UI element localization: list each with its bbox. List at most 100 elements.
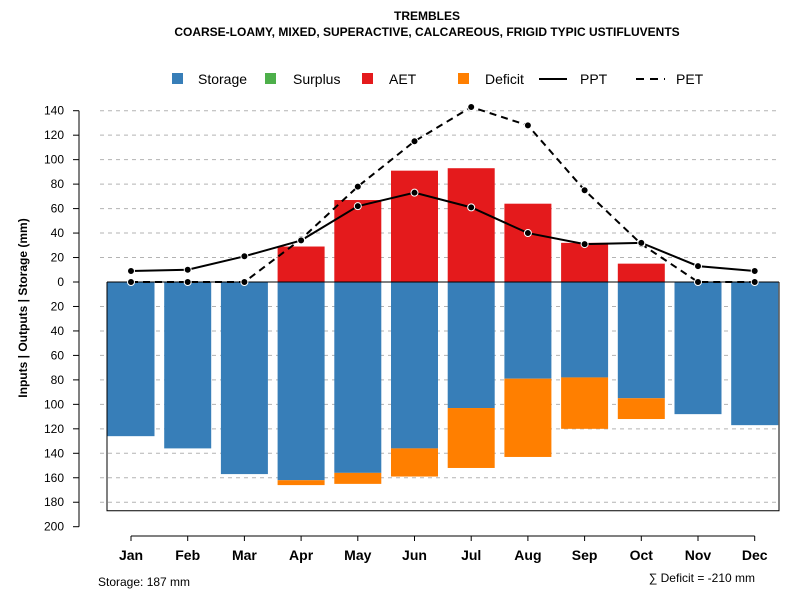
bar-aet-aug	[504, 203, 552, 282]
bar-deficit-sep	[561, 377, 609, 429]
bar-aet-apr	[277, 246, 325, 282]
x-tick-label-aug: Aug	[514, 547, 541, 563]
legend-label-deficit: Deficit	[485, 71, 524, 87]
legend-swatch-surplus	[265, 73, 276, 84]
bar-aet-jul	[447, 168, 495, 282]
chart-subtitle: COARSE-LOAMY, MIXED, SUPERACTIVE, CALCAR…	[174, 25, 679, 39]
point-pet-jan	[127, 278, 135, 286]
legend-swatch-aet	[362, 73, 373, 84]
bar-storage-mar	[220, 282, 268, 475]
bar-storage-may	[334, 282, 382, 473]
y-tick-label: 0	[57, 275, 64, 289]
point-pet-aug	[523, 121, 532, 130]
legend-label-pet: PET	[676, 71, 704, 87]
y-tick-label: 60	[51, 202, 65, 216]
legend-label-surplus: Surplus	[293, 71, 340, 87]
x-tick-label-apr: Apr	[289, 547, 314, 563]
point-ppt-aug	[523, 229, 532, 238]
x-tick-label-feb: Feb	[175, 547, 200, 563]
point-pet-mar	[240, 278, 249, 286]
y-axis: 1401201008060402002040608010012014016018…	[44, 104, 80, 534]
point-pet-dec	[750, 278, 759, 286]
grid-lines	[100, 110, 779, 503]
y-tick-label: 100	[44, 153, 64, 167]
bar-storage-apr	[277, 282, 325, 481]
bar-storage-jul	[447, 282, 495, 409]
x-tick-label-jan: Jan	[119, 547, 143, 563]
bar-deficit-oct	[617, 398, 665, 420]
legend-label-ppt: PPT	[580, 71, 608, 87]
point-pet-may	[353, 182, 362, 191]
point-ppt-sep	[580, 240, 589, 249]
x-tick-label-sep: Sep	[572, 547, 598, 563]
bar-storage-jun	[391, 282, 438, 449]
point-pet-sep	[580, 186, 589, 195]
x-tick-label-jun: Jun	[402, 547, 427, 563]
point-ppt-oct	[637, 238, 646, 247]
bars	[107, 168, 779, 486]
y-tick-label: 200	[44, 520, 64, 534]
x-tick-label-may: May	[344, 547, 371, 563]
point-pet-jul	[467, 103, 476, 112]
storage-frame	[106, 282, 780, 512]
point-pet-jun	[410, 137, 419, 146]
bar-deficit-may	[334, 472, 382, 484]
y-tick-label: 140	[44, 446, 64, 460]
legend-swatch-deficit	[458, 73, 469, 84]
point-ppt-feb	[183, 265, 192, 274]
point-ppt-may	[353, 202, 362, 211]
legend-label-storage: Storage	[198, 71, 247, 87]
bar-aet-sep	[561, 242, 609, 282]
x-tick-label-mar: Mar	[232, 547, 257, 563]
bar-aet-may	[334, 200, 382, 282]
y-tick-label: 80	[51, 177, 65, 191]
y-axis-label: Inputs | Outputs | Storage (mm)	[16, 218, 30, 397]
bar-deficit-apr	[277, 480, 325, 486]
legend-swatch-storage	[172, 73, 183, 84]
deficit-note: ∑ Deficit = -210 mm	[649, 571, 755, 585]
bar-deficit-jul	[447, 408, 495, 468]
bar-storage-aug	[504, 282, 552, 379]
bar-storage-jan	[107, 282, 155, 437]
point-ppt-jun	[410, 188, 419, 197]
y-tick-label: 100	[44, 397, 64, 411]
y-tick-label: 160	[44, 471, 64, 485]
point-ppt-dec	[750, 266, 759, 275]
bar-deficit-aug	[504, 378, 552, 457]
y-tick-label: 120	[44, 128, 64, 142]
x-tick-label-nov: Nov	[685, 547, 712, 563]
point-pet-feb	[183, 278, 192, 286]
bar-storage-sep	[561, 282, 609, 378]
point-ppt-nov	[694, 262, 702, 271]
x-axis: Jan Feb Mar Apr May Jun Jul Aug Sep Oct Nov Dec	[119, 535, 768, 563]
bar-storage-oct	[617, 282, 665, 399]
bar-storage-nov	[674, 282, 722, 415]
chart-title: TREMBLES	[394, 9, 460, 23]
y-tick-label: 40	[51, 226, 65, 240]
point-ppt-apr	[297, 236, 306, 245]
y-tick-label: 40	[51, 324, 65, 338]
line-ppt	[130, 191, 755, 272]
legend-label-aet: AET	[389, 71, 417, 87]
point-ppt-mar	[240, 252, 249, 261]
bar-deficit-jun	[391, 448, 438, 477]
x-tick-label-oct: Oct	[630, 547, 654, 563]
bar-aet-oct	[617, 263, 665, 282]
x-tick-label-jul: Jul	[461, 547, 481, 563]
y-tick-label: 60	[51, 348, 65, 362]
y-tick-label: 180	[44, 495, 64, 509]
y-tick-label: 20	[51, 299, 65, 313]
storage-note: Storage: 187 mm	[98, 575, 190, 589]
y-tick-label: 80	[51, 373, 65, 387]
bar-aet-jun	[391, 170, 438, 282]
point-ppt-jan	[127, 266, 135, 275]
point-ppt-jul	[467, 203, 476, 212]
y-tick-label: 120	[44, 422, 64, 436]
y-tick-label: 140	[44, 104, 64, 118]
x-tick-label-dec: Dec	[742, 547, 768, 563]
series-lines	[127, 103, 759, 286]
y-tick-label: 20	[51, 251, 65, 265]
line-pet	[131, 105, 755, 283]
bar-storage-dec	[731, 282, 779, 426]
